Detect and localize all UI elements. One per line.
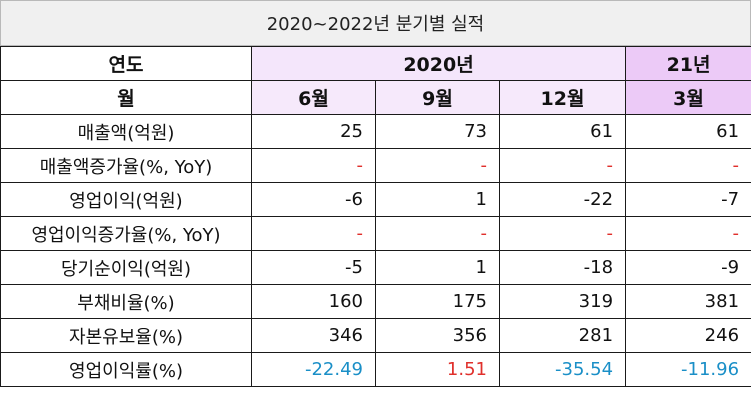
row-label-operating-profit[interactable]: 영업이익(억원): [0, 182, 252, 217]
table-row-operating-profit: 영업이익(억원) -6 1 -22 -7: [0, 182, 751, 217]
cell-operating-margin-q3[interactable]: -35.54: [498, 352, 627, 387]
header-year-label[interactable]: 연도: [0, 46, 252, 81]
table-row-debt-ratio: 부채비율(%) 160 175 319 381: [0, 284, 751, 319]
table-row-operating-margin: 영업이익률(%) -22.49 1.51 -35.54 -11.96: [0, 352, 751, 387]
quarterly-results-table: 연도 2020년 21년 월 6월 9월 12월 3월 매출액(억원) 25 7…: [0, 46, 751, 387]
table-row-operating-profit-growth: 영업이익증가율(%, YoY) - - - -: [0, 216, 751, 251]
header-row-year: 연도 2020년 21년: [0, 46, 751, 81]
row-label-reserve-ratio[interactable]: 자본유보율(%): [0, 318, 252, 353]
header-year-21[interactable]: 21년: [625, 46, 751, 81]
cell-revenue-q4[interactable]: 61: [625, 114, 751, 149]
header-month-label[interactable]: 월: [0, 80, 252, 115]
cell-operating-margin-q4[interactable]: -11.96: [625, 352, 751, 387]
cell-operating-profit-q4[interactable]: -7: [625, 182, 751, 217]
table-row-reserve-ratio: 자본유보율(%) 346 356 281 246: [0, 318, 751, 353]
cell-revenue-growth-q3[interactable]: -: [498, 148, 627, 183]
row-label-net-income[interactable]: 당기순이익(억원): [0, 250, 252, 285]
cell-operating-margin-q1[interactable]: -22.49: [251, 352, 376, 387]
cell-revenue-growth-q4[interactable]: -: [625, 148, 751, 183]
cell-debt-ratio-q1[interactable]: 160: [251, 284, 376, 319]
header-month-9[interactable]: 9월: [375, 80, 500, 115]
row-label-operating-margin[interactable]: 영업이익률(%): [0, 352, 252, 387]
cell-revenue-growth-q2[interactable]: -: [375, 148, 500, 183]
table-title-text: 2020~2022년 분기별 실적: [266, 14, 485, 35]
cell-reserve-ratio-q1[interactable]: 346: [251, 318, 376, 353]
row-label-revenue[interactable]: 매출액(억원): [0, 114, 252, 149]
table-title: 2020~2022년 분기별 실적: [0, 0, 751, 46]
cell-net-income-q4[interactable]: -9: [625, 250, 751, 285]
header-year-2020[interactable]: 2020년: [250, 46, 627, 81]
row-label-revenue-growth[interactable]: 매출액증가율(%, YoY): [0, 148, 252, 183]
cell-operating-profit-q1[interactable]: -6: [251, 182, 376, 217]
table-row-revenue-growth: 매출액증가율(%, YoY) - - - -: [0, 148, 751, 183]
cell-operating-margin-q2[interactable]: 1.51: [375, 352, 500, 387]
table-row-revenue: 매출액(억원) 25 73 61 61: [0, 114, 751, 149]
header-month-12[interactable]: 12월: [498, 80, 627, 115]
cell-operating-profit-q3[interactable]: -22: [498, 182, 627, 217]
cell-reserve-ratio-q2[interactable]: 356: [375, 318, 500, 353]
cell-operating-profit-q2[interactable]: 1: [375, 182, 500, 217]
row-label-debt-ratio[interactable]: 부채비율(%): [0, 284, 252, 319]
cell-revenue-growth-q1[interactable]: -: [251, 148, 376, 183]
cell-operating-profit-growth-q4[interactable]: -: [625, 216, 751, 251]
table-row-net-income: 당기순이익(억원) -5 1 -18 -9: [0, 250, 751, 285]
cell-revenue-q2[interactable]: 73: [375, 114, 500, 149]
row-label-operating-profit-growth[interactable]: 영업이익증가율(%, YoY): [0, 216, 252, 251]
cell-debt-ratio-q3[interactable]: 319: [498, 284, 627, 319]
cell-net-income-q3[interactable]: -18: [498, 250, 627, 285]
cell-debt-ratio-q4[interactable]: 381: [625, 284, 751, 319]
header-row-month: 월 6월 9월 12월 3월: [0, 80, 751, 115]
header-month-3[interactable]: 3월: [625, 80, 751, 115]
cell-revenue-q3[interactable]: 61: [498, 114, 627, 149]
header-month-6[interactable]: 6월: [251, 80, 376, 115]
cell-debt-ratio-q2[interactable]: 175: [375, 284, 500, 319]
cell-net-income-q2[interactable]: 1: [375, 250, 500, 285]
cell-operating-profit-growth-q2[interactable]: -: [375, 216, 500, 251]
cell-reserve-ratio-q4[interactable]: 246: [625, 318, 751, 353]
cell-revenue-q1[interactable]: 25: [251, 114, 376, 149]
cell-operating-profit-growth-q1[interactable]: -: [251, 216, 376, 251]
cell-net-income-q1[interactable]: -5: [251, 250, 376, 285]
cell-operating-profit-growth-q3[interactable]: -: [498, 216, 627, 251]
cell-reserve-ratio-q3[interactable]: 281: [498, 318, 627, 353]
